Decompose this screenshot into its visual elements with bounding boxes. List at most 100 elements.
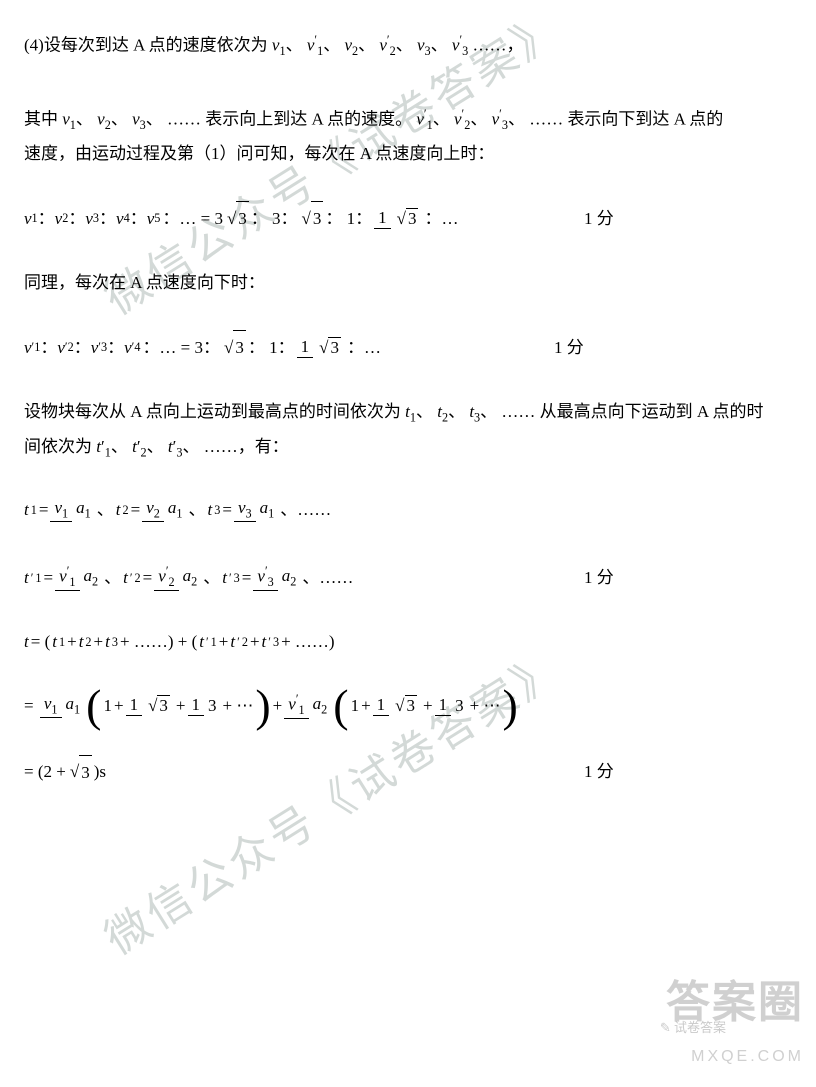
var-v: v — [492, 109, 500, 128]
sub: 2 — [352, 44, 358, 58]
var-t: t — [52, 625, 57, 659]
text: + ……) — [281, 625, 335, 659]
var-v: v — [132, 109, 140, 128]
sub: 2 — [122, 498, 128, 522]
ellipsis: + ⋯ — [223, 689, 254, 723]
comma: 、 — [203, 561, 220, 595]
paragraph-2: 其中 v1、 v2、 v3、 …… 表示向上到达 A 点的速度。 v′1、 v′… — [24, 102, 792, 172]
ellipsis: + ⋯ — [470, 689, 501, 723]
fraction: 1 3 — [374, 207, 422, 231]
var-v: v — [147, 202, 155, 236]
sub: 2 — [85, 630, 91, 654]
var-v: v — [57, 331, 65, 365]
corner-tag: ✎ 试卷答案 — [660, 1015, 726, 1041]
sub: 1 — [105, 445, 111, 459]
var-t: t — [116, 493, 121, 527]
text: ： 1： — [325, 202, 372, 236]
text: 间依次为 — [24, 437, 96, 456]
sqrt-icon: 3 — [68, 755, 92, 790]
var-t: t — [208, 493, 213, 527]
sqrt-icon: 3 — [222, 330, 246, 365]
sub: 2 — [442, 410, 448, 424]
sub: 1 — [211, 630, 217, 654]
equation-5: t = ( t1 + t2 + t3 + ……) + ( t′1 + t′2 +… — [24, 625, 792, 659]
sub: 2 — [135, 566, 141, 590]
var-v: v — [24, 202, 32, 236]
text: ： 1： — [248, 331, 295, 365]
left-paren-icon: ( — [86, 683, 101, 729]
equation-2: v′1 ： v′2 ： v′3 ： v′4 ：… = 3： 3 ： 1： 1 3… — [24, 330, 792, 365]
var-v: v — [417, 36, 425, 55]
right-paren-icon: ) — [502, 683, 517, 729]
denominator: 3 — [391, 207, 423, 231]
fraction: v′3 a2 — [253, 564, 300, 591]
score-label: 1 分 — [554, 331, 584, 365]
corner-logo-url: MXQE.COM — [666, 1041, 804, 1073]
equation-6: = v1 a1 ( 1 + 1 3 + 1 3 + ⋯ ) + v′1 a2 (… — [24, 683, 792, 729]
var-v: v — [454, 109, 462, 128]
text: ：… = 3 — [162, 202, 223, 236]
dots: 、…… — [280, 493, 331, 527]
sub: 2 — [242, 630, 248, 654]
text: 其中 — [24, 109, 62, 128]
dots: 、…… — [302, 561, 353, 595]
sub: 1 — [279, 44, 285, 58]
sub: 1 — [427, 118, 433, 132]
sub: 2 — [62, 206, 68, 230]
sub: 4 — [124, 206, 130, 230]
score-label: 1 分 — [584, 202, 614, 236]
var-v: v — [416, 109, 424, 128]
one: 1 — [103, 689, 112, 723]
equation-4: t′1 = v′1 a2 、 t′2 = v′2 a2 、 t′3 = v′3 … — [24, 561, 792, 595]
plus: + — [423, 689, 433, 723]
var-t: t — [105, 625, 110, 659]
radicand: 3 — [233, 330, 246, 365]
text: = ( — [31, 625, 51, 659]
prime: ′ — [268, 630, 271, 654]
text: ……，有： — [204, 437, 289, 456]
fraction: 1 3 — [126, 694, 174, 718]
text: ：… = 3： — [142, 331, 220, 365]
text: ……， — [473, 36, 524, 55]
fraction: v2 a1 — [142, 496, 186, 523]
sub: 3 — [214, 498, 220, 522]
equation-7: = (2 + 3 )s 1 分 — [24, 755, 792, 790]
var-v: v — [91, 331, 99, 365]
sub: 2 — [141, 445, 147, 459]
equation-3: t1 = v1 a1 、 t2 = v2 a1 、 t3 = v3 a1 、…… — [24, 493, 792, 527]
sub: 3 — [502, 118, 508, 132]
sub: 2 — [390, 44, 396, 58]
sub: 3 — [112, 630, 118, 654]
sub: 5 — [154, 206, 160, 230]
numerator: 1 — [297, 337, 314, 358]
score-label: 1 分 — [584, 755, 614, 789]
sub: 2 — [105, 118, 111, 132]
text: ： 3： — [251, 202, 298, 236]
denominator: 3 — [313, 336, 345, 360]
fraction: v1 a1 — [50, 496, 94, 523]
text: 同理，每次在 A 点速度向下时： — [24, 273, 265, 292]
sqrt-icon: 3 — [300, 201, 324, 236]
prime: ′ — [229, 566, 232, 590]
comma: 、 — [104, 561, 121, 595]
var-v: v — [124, 331, 132, 365]
prime: ′ — [237, 630, 240, 654]
fraction: 1 3 — [188, 694, 221, 718]
fraction: 1 3 — [435, 694, 468, 718]
sub: 3 — [101, 335, 107, 359]
score-label: 1 分 — [584, 561, 614, 595]
var-t: t — [24, 493, 29, 527]
var-t: t — [79, 625, 84, 659]
sub: 1 — [31, 498, 37, 522]
sub: 1 — [35, 566, 41, 590]
text: 速度，由运动过程及第（1）问可知，每次在 A 点速度向上时： — [24, 144, 494, 163]
sub: 3 — [140, 118, 146, 132]
sub: 1 — [317, 44, 323, 58]
fraction: 1 3 — [373, 694, 421, 718]
sub: 3 — [462, 44, 468, 58]
text: 设物块每次从 A 点向上运动到最高点的时间依次为 — [24, 402, 405, 421]
prime: ′ — [31, 566, 34, 590]
one: 1 — [351, 689, 360, 723]
fraction: v′2 a2 — [154, 564, 201, 591]
text: + ……) + ( — [120, 625, 197, 659]
